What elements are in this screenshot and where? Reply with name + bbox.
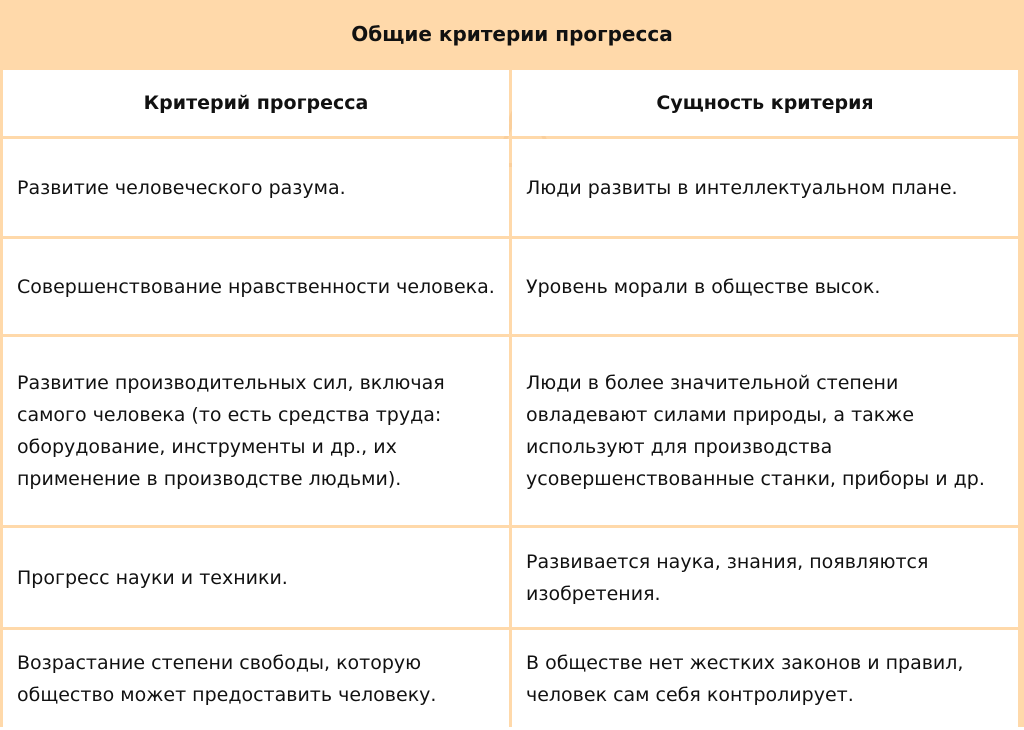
criteria-table: Критерий прогресса Сущность критерия Раз…	[0, 67, 1021, 730]
criterion-cell: Возрастание степени свободы, которую общ…	[3, 630, 509, 727]
table-title: Общие критерии прогресса	[351, 21, 673, 46]
column-header-criterion: Критерий прогресса	[3, 70, 509, 136]
table-row: Развитие человеческого разума. Люди разв…	[3, 139, 1018, 236]
table-row: Возрастание степени свободы, которую общ…	[3, 630, 1018, 727]
column-header-essence: Сущность критерия	[512, 70, 1018, 136]
criterion-cell: Развитие производительных сил, включая с…	[3, 337, 509, 525]
criterion-cell: Совершенствование нравственности человек…	[3, 239, 509, 334]
essence-cell: В обществе нет жестких законов и правил,…	[512, 630, 1018, 727]
table-header-row: Критерий прогресса Сущность критерия	[3, 70, 1018, 136]
table-row: Развитие производительных сил, включая с…	[3, 337, 1018, 525]
table-row: Совершенствование нравственности человек…	[3, 239, 1018, 334]
table-row: Прогресс науки и техники. Развивается на…	[3, 528, 1018, 627]
essence-cell: Люди развиты в интеллектуальном плане.	[512, 139, 1018, 236]
criterion-cell: Развитие человеческого разума.	[3, 139, 509, 236]
criterion-cell: Прогресс науки и техники.	[3, 528, 509, 627]
essence-cell: Люди в более значительной степени овладе…	[512, 337, 1018, 525]
essence-cell: Уровень морали в обществе высок.	[512, 239, 1018, 334]
essence-cell: Развивается наука, знания, появляются из…	[512, 528, 1018, 627]
